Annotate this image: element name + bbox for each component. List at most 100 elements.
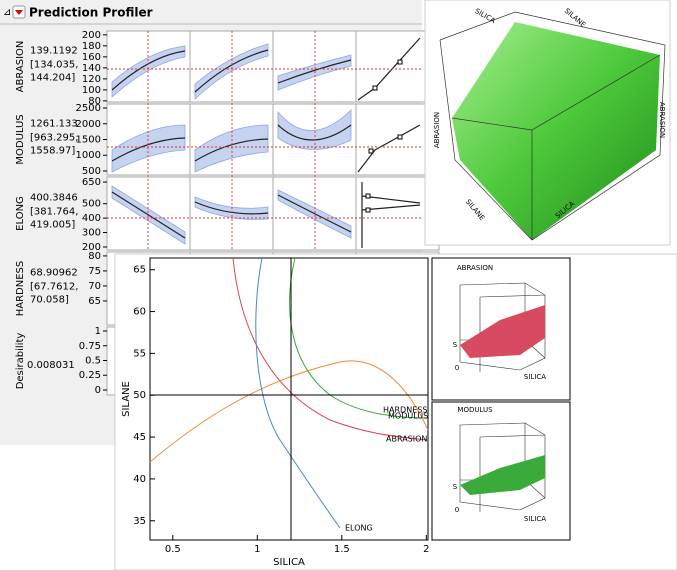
confidence-interval: 144.204] — [30, 73, 75, 84]
band — [194, 43, 269, 100]
response-name: ELONG — [15, 196, 26, 231]
trace — [111, 50, 186, 91]
y-tick-label: 65 — [133, 265, 146, 276]
y-tick-label: 1000 — [76, 150, 101, 161]
confidence-interval: [67.7612, — [30, 282, 78, 293]
contour — [149, 360, 429, 463]
y-tick-label: 0 — [95, 385, 101, 396]
trace — [194, 138, 269, 162]
y-tick-label: 100 — [82, 85, 101, 96]
x-tick-label: 2 — [423, 544, 429, 555]
contour-label: MODULUS — [388, 412, 428, 421]
point — [365, 193, 371, 199]
y-tick-label: 55 — [133, 348, 146, 359]
contour — [232, 257, 429, 441]
y-tick-label: 0.75 — [79, 341, 101, 352]
surface — [452, 22, 660, 240]
y-tick-label: 0.25 — [79, 370, 101, 381]
y-tick-label: 400 — [82, 213, 101, 224]
y-tick-label: 60 — [133, 307, 146, 318]
response-value: 0.008031 — [27, 360, 75, 371]
collapse-icon[interactable]: ⊿ — [3, 7, 11, 18]
confidence-interval: 1558.97] — [30, 146, 75, 157]
trace — [277, 124, 352, 141]
y-tick-label: 1 — [95, 326, 101, 337]
band — [194, 124, 269, 173]
mini-title: MODULUS — [457, 406, 493, 414]
prediction-traces — [111, 37, 421, 248]
y-tick-label: 2000 — [76, 119, 101, 130]
trace — [361, 182, 421, 248]
trace — [357, 124, 421, 173]
band — [111, 124, 186, 173]
response-name: MODULUS — [15, 114, 26, 164]
y-tick-label: 180 — [82, 41, 101, 52]
trace — [277, 194, 352, 233]
box-edge — [451, 117, 533, 131]
trace — [194, 201, 269, 215]
mini-axis-label: SILICA — [524, 373, 546, 381]
y-tick-label: 65 — [88, 296, 101, 307]
x-tick-label: 1 — [254, 544, 260, 555]
profiler-title: Prediction Profiler — [29, 6, 153, 20]
mini-surface — [460, 305, 545, 358]
trace — [194, 49, 269, 93]
contour-label: ABRASION — [386, 435, 427, 444]
y-tick-label: 35 — [133, 516, 146, 527]
y-tick-label: 650 — [82, 177, 101, 188]
contour — [255, 257, 341, 529]
mini-axis-label: 0 — [455, 506, 459, 514]
x-tick-label: 1.5 — [334, 544, 350, 555]
y-tick-label: 1500 — [76, 135, 101, 146]
confidence-interval: 70.058] — [30, 295, 69, 306]
mini-axis-label: S — [453, 341, 458, 349]
window-bg — [114, 253, 677, 570]
y-tick-label: 500 — [82, 166, 101, 177]
band — [277, 54, 352, 91]
y-tick-label: 0.5 — [85, 355, 101, 366]
mini-labels: ABRASION S 0 SILICA MODULUS S 0 SILICA — [453, 264, 547, 523]
y-tick-label: 75 — [88, 266, 101, 277]
box-edge — [439, 11, 666, 241]
desirability-points — [365, 59, 403, 213]
x-tick-label: 0.5 — [165, 544, 181, 555]
y-tick-label: 500 — [82, 199, 101, 210]
response-name: HARDNESS — [15, 261, 26, 317]
y-tick-label: 70 — [88, 281, 101, 292]
trace — [277, 59, 352, 84]
x-axis-label: SILICA — [273, 557, 305, 568]
crosshairs — [107, 31, 422, 250]
confidence-interval: [134.035, — [30, 60, 78, 71]
y-tick-label: 140 — [82, 63, 101, 74]
mini-title: ABRASION — [457, 264, 493, 272]
response-value: 400.3846 — [30, 193, 78, 204]
y-tick-label: 200 — [82, 30, 101, 41]
point — [365, 207, 371, 213]
mini-axis-label: 0 — [455, 364, 459, 372]
point — [397, 59, 403, 65]
y-tick-label: 50 — [133, 390, 146, 401]
point — [372, 85, 378, 91]
menu-arrow — [15, 10, 23, 15]
trace — [111, 137, 186, 162]
y-tick-label: 2500 — [76, 103, 101, 114]
y-tick-label: 200 — [82, 242, 101, 253]
contour-label: HARDNESS — [383, 406, 427, 415]
y-axis-label: SILANE — [121, 381, 132, 417]
surface-axis-label: ABRASION — [433, 112, 441, 148]
trace — [111, 191, 186, 239]
contour-window: HARDNESS MODULUS ABRASION ELONG SILICA S… — [114, 253, 677, 570]
box-edge — [531, 54, 661, 131]
response-name: Desirability — [15, 333, 26, 390]
mini-surface — [460, 455, 545, 495]
y-tick-label: 80 — [88, 96, 101, 107]
confidence-interval: 419.005] — [30, 220, 75, 231]
surface-box — [439, 11, 666, 241]
y-tick-label: 40 — [133, 474, 146, 485]
y-tick-label: 45 — [133, 432, 146, 443]
mini-axis-label: S — [453, 483, 458, 491]
response-value: 68.90962 — [30, 268, 78, 279]
response-value: 1261.133 — [30, 119, 78, 130]
